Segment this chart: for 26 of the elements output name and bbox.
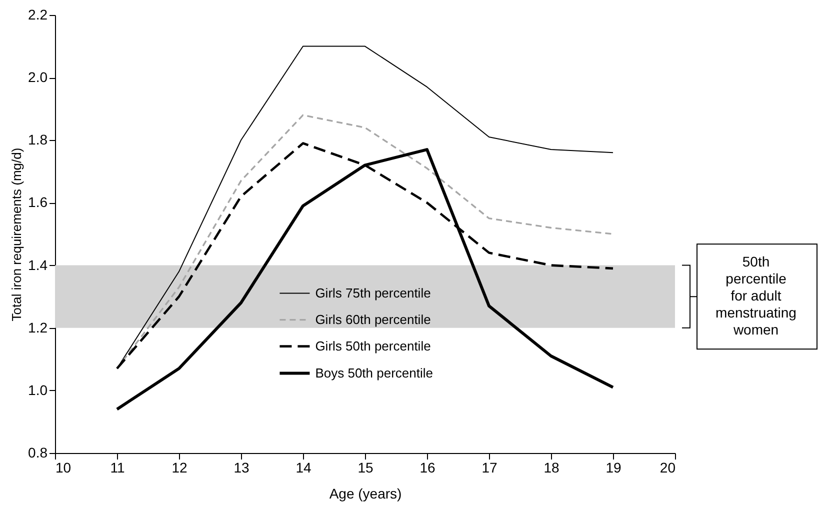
y-tick-label: 1.4 <box>28 256 48 273</box>
legend-label: Girls 50th percentile <box>315 338 431 354</box>
x-tick-label: 19 <box>606 460 622 476</box>
legend-label: Girls 75th percentile <box>315 285 431 300</box>
y-tick-label: 1.0 <box>28 382 48 398</box>
x-axis-title: Age (years) <box>329 486 402 502</box>
y-tick-label: 1.6 <box>28 194 48 210</box>
x-tick-label: 17 <box>482 460 498 476</box>
band-label: 50th percentile for adult menstruating women <box>716 254 796 338</box>
y-tick-label: 0.8 <box>28 444 48 460</box>
x-tick-label: 16 <box>420 460 436 476</box>
y-tick-label: 1.8 <box>28 132 48 148</box>
x-tick-label: 20 <box>660 460 676 476</box>
x-tick-label: 10 <box>56 460 72 476</box>
legend-label: Girls 60th percentile <box>315 312 431 327</box>
y-axis-title: Total iron requirements (mg/d) <box>9 148 24 322</box>
y-tick-label: 1.2 <box>28 319 48 336</box>
x-tick-label: 18 <box>544 460 560 476</box>
x-tick-label: 15 <box>358 460 374 476</box>
legend-label: Boys 50th percentile <box>315 365 433 380</box>
y-tick-label: 2.2 <box>28 6 48 22</box>
x-tick-label: 11 <box>110 460 125 476</box>
x-tick-label: 12 <box>172 460 188 476</box>
x-tick-label: 14 <box>296 460 312 476</box>
x-tick-label: 13 <box>234 460 250 476</box>
y-tick-label: 2.0 <box>28 69 48 86</box>
